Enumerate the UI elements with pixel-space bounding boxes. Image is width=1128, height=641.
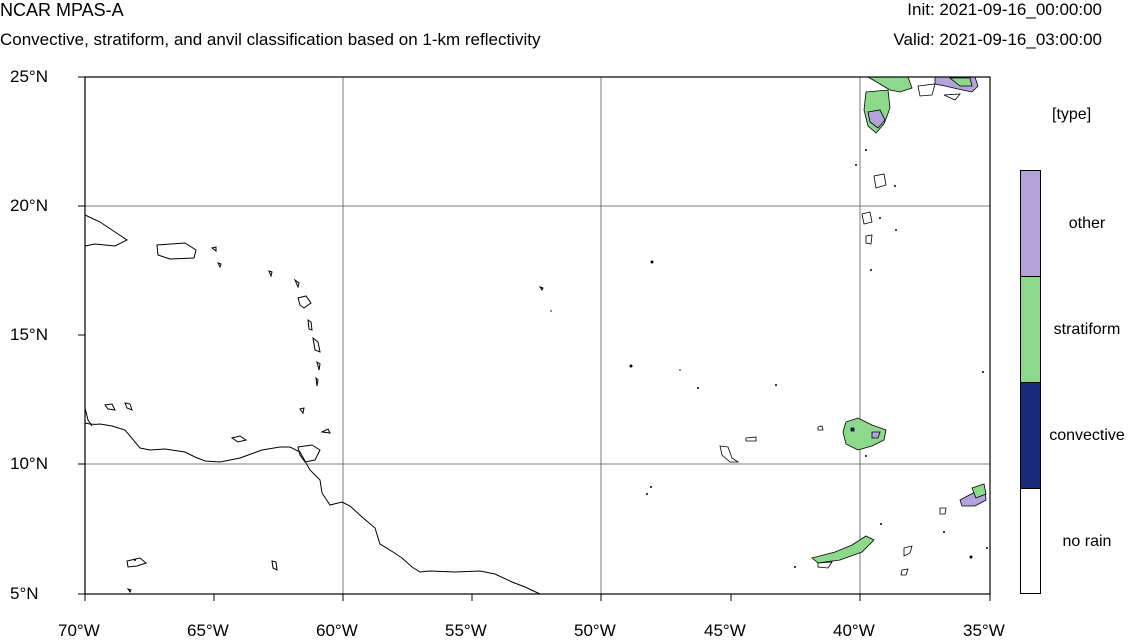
coastline-venezuela-top: [84, 407, 93, 427]
island-hispaniola: [84, 214, 128, 247]
island-sw-2: [271, 560, 278, 571]
island-margarita: [230, 435, 248, 443]
rain-dot: [650, 486, 652, 488]
rain-dot: [629, 364, 633, 368]
rain-dot: [855, 164, 857, 166]
island-curacao: [124, 402, 133, 411]
legend-label-stratiform: stratiform: [1053, 321, 1121, 338]
x-tick-label: 60°W: [316, 621, 358, 640]
island-antigua: [293, 278, 300, 289]
island-trinidad: [297, 444, 321, 463]
legend-label-no-rain: no rain: [1062, 533, 1112, 550]
gridlines: [85, 77, 990, 594]
legend-label-convective: convective: [1049, 427, 1125, 444]
rain-dot: [969, 555, 973, 559]
island-barbados: [299, 407, 305, 415]
rain-dot: [894, 185, 896, 187]
rain-cell-small-3: [817, 425, 824, 431]
rain-cell-small-2: [745, 436, 757, 442]
rain-cell-ne-strat: [948, 77, 973, 87]
rain-dot: [134, 559, 136, 561]
map-title: NCAR MPAS-A: [0, 0, 124, 20]
rain-cell-mid-outline-3: [865, 234, 873, 245]
coastlines: [84, 214, 544, 595]
rain-cell-small-5: [939, 507, 947, 515]
coastline-south-america: [84, 422, 541, 595]
rain-dots: [134, 149, 988, 568]
rain-dot: [697, 387, 699, 389]
rain-cell-south-strat: [811, 535, 875, 564]
rain-dot: [646, 493, 648, 495]
rain-cell-central-strat: [842, 417, 887, 451]
rain-cell-central-conv: [850, 427, 855, 432]
x-tick-label: 65°W: [187, 621, 229, 640]
y-tick-label: 5°N: [10, 584, 39, 603]
island-virgin: [210, 246, 217, 252]
y-tick-label: 10°N: [10, 454, 48, 473]
rain-cell-east-strat: [971, 483, 987, 499]
rain-dot: [794, 566, 796, 568]
rain-dot: [865, 455, 867, 457]
x-tick-label: 35°W: [963, 621, 1005, 640]
rain-dot: [650, 260, 654, 264]
y-tick-label: 15°N: [10, 325, 48, 344]
rain-dot: [550, 310, 552, 312]
island-st-lucia: [316, 360, 321, 371]
rain-dot: [865, 149, 867, 151]
rain-cell-n-strat: [866, 76, 913, 93]
y-tick-label: 25°N: [10, 67, 48, 86]
valid-time: Valid: 2021-09-16_03:00:00: [893, 30, 1102, 49]
island-dominica: [307, 318, 313, 331]
rain-cell-n-outline-2: [943, 93, 961, 101]
x-tick-label: 70°W: [58, 621, 100, 640]
rain-dot: [775, 384, 777, 386]
init-time: Init: 2021-09-16_00:00:00: [907, 0, 1102, 19]
rain-cell-mid-outline: [873, 173, 887, 189]
legend-label-other: other: [1068, 215, 1106, 232]
x-tick-label: 55°W: [445, 621, 487, 640]
rain-dot: [986, 547, 988, 549]
y-tick-label: 20°N: [10, 196, 48, 215]
rain-dot: [982, 371, 984, 373]
rain-dot: [895, 229, 897, 231]
rain-cell-central-other: [871, 431, 881, 439]
island-aruba: [104, 403, 116, 411]
island-small-1: [217, 262, 222, 269]
rain-dot: [880, 523, 882, 525]
rain-features: [719, 76, 987, 576]
legend-swatch-no-rain: [1020, 488, 1041, 594]
legend-title: [type]: [1052, 106, 1092, 123]
island-grenada: [320, 428, 331, 434]
island-sw-1: [126, 557, 148, 568]
rain-cell-n-outline: [917, 83, 936, 97]
rain-cell-n-other: [867, 109, 886, 129]
rain-dot: [943, 531, 945, 533]
x-tick-label: 45°W: [704, 621, 746, 640]
island-anguilla: [268, 270, 273, 278]
map-frame: [84, 76, 991, 595]
tick-marks: [78, 76, 991, 601]
rain-cell-small-1: [719, 445, 740, 463]
island-sw-3: [126, 588, 132, 593]
rain-dot: [879, 217, 881, 219]
island-martinique: [312, 336, 321, 353]
rain-dot: [870, 269, 872, 271]
island-guadeloupe: [297, 295, 312, 309]
rain-cell-small-6: [900, 568, 909, 576]
rain-cell-small-4: [903, 545, 913, 557]
rain-cell-south-outline: [817, 561, 833, 569]
island-tobago: [538, 286, 544, 291]
x-tick-label: 40°W: [833, 621, 875, 640]
x-tick-label: 50°W: [574, 621, 616, 640]
map-subtitle: Convective, stratiform, and anvil classi…: [0, 30, 541, 49]
island-puerto-rico: [156, 242, 197, 260]
island-st-vincent: [315, 376, 319, 387]
rain-dot: [679, 369, 681, 371]
rain-cell-mid-outline-2: [861, 211, 873, 225]
